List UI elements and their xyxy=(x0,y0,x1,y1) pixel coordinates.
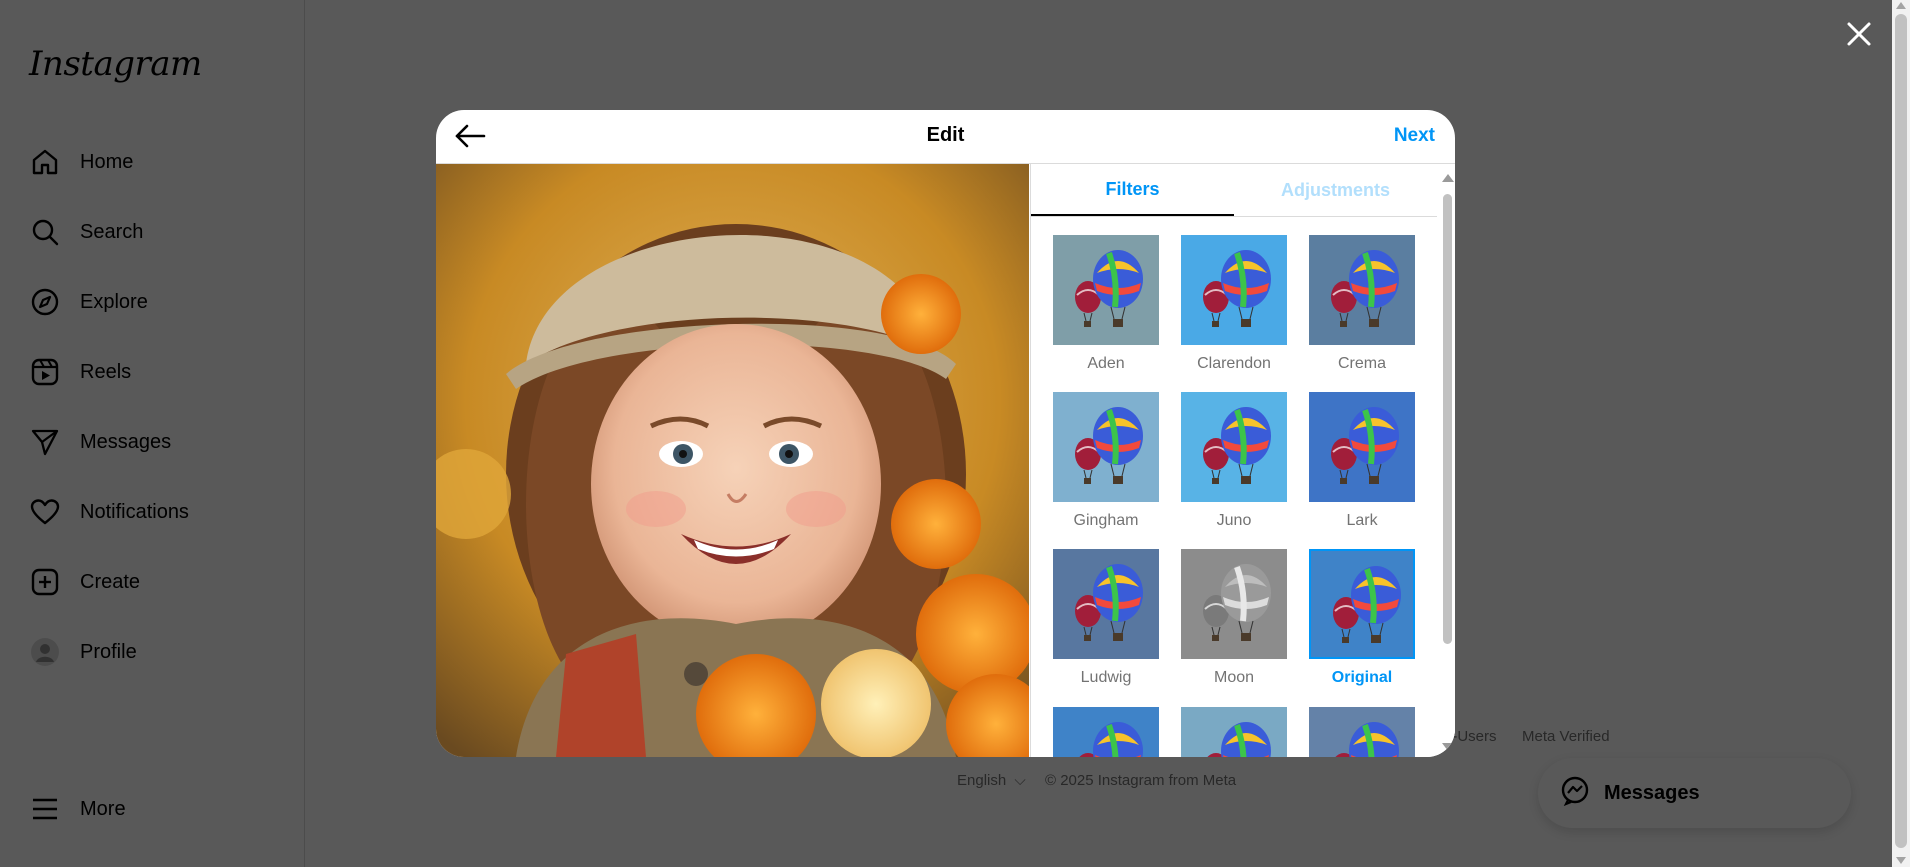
modal-title: Edit xyxy=(926,124,965,146)
edit-tabs: Filters Adjustments xyxy=(1031,164,1437,217)
filter-label: Ludwig xyxy=(1080,669,1132,686)
messenger-icon xyxy=(1560,776,1590,811)
filter-label: Moon xyxy=(1213,669,1255,686)
scroll-up-arrow-icon[interactable] xyxy=(1442,174,1454,182)
scroll-down-arrow-icon[interactable] xyxy=(1442,743,1454,751)
filter-thumbnail xyxy=(1053,549,1159,659)
photo-preview xyxy=(436,164,1046,757)
filter-label: Crema xyxy=(1337,355,1386,372)
filter-thumbnail xyxy=(1309,235,1415,345)
filter-thumbnail xyxy=(1309,549,1415,659)
filter-option-ludwig[interactable]: Ludwig xyxy=(1053,549,1159,687)
page-scrollbar[interactable] xyxy=(1892,0,1910,867)
scrollbar-thumb[interactable] xyxy=(1443,194,1452,644)
filter-option-lark[interactable]: Lark xyxy=(1309,392,1415,530)
filter-label: Gingham xyxy=(1073,512,1139,529)
filter-thumbnail xyxy=(1053,707,1159,757)
filter-thumbnail xyxy=(1181,392,1287,502)
filter-option-moon[interactable]: Moon xyxy=(1181,549,1287,687)
edit-side-panel: Filters Adjustments Aden Clarendon Crema Gi… xyxy=(1030,164,1455,757)
edit-modal: Edit Next xyxy=(436,110,1455,757)
filter-option-more-10[interactable] xyxy=(1181,707,1287,757)
messages-pill-label: Messages xyxy=(1604,781,1700,804)
messages-pill[interactable]: Messages xyxy=(1538,758,1851,828)
scroll-up-arrow-icon[interactable] xyxy=(1896,2,1906,9)
filter-option-crema[interactable]: Crema xyxy=(1309,235,1415,373)
filter-thumbnail xyxy=(1181,707,1287,757)
tab-filters[interactable]: Filters xyxy=(1031,164,1234,216)
scroll-down-arrow-icon[interactable] xyxy=(1896,857,1906,864)
modal-header: Edit Next xyxy=(436,110,1455,164)
filter-label: Original xyxy=(1331,669,1393,686)
close-icon[interactable] xyxy=(1843,18,1875,50)
filter-option-clarendon[interactable]: Clarendon xyxy=(1181,235,1287,373)
filter-thumbnail xyxy=(1309,392,1415,502)
scrollbar-thumb[interactable] xyxy=(1895,14,1907,848)
tab-adjustments[interactable]: Adjustments xyxy=(1280,179,1390,200)
filter-thumbnail xyxy=(1181,235,1287,345)
filter-thumbnail xyxy=(1181,549,1287,659)
filter-thumbnail xyxy=(1053,235,1159,345)
filter-label: Aden xyxy=(1087,355,1125,372)
next-button[interactable]: Next xyxy=(1393,125,1435,146)
filter-label: Juno xyxy=(1216,512,1252,529)
filter-option-more-9[interactable] xyxy=(1053,707,1159,757)
filter-label: Lark xyxy=(1346,512,1378,529)
filter-option-more-11[interactable] xyxy=(1309,707,1415,757)
filter-option-aden[interactable]: Aden xyxy=(1053,235,1159,373)
filter-option-original[interactable]: Original xyxy=(1309,549,1415,687)
filter-label: Clarendon xyxy=(1197,355,1271,372)
panel-scrollbar[interactable] xyxy=(1438,164,1455,757)
filter-option-juno[interactable]: Juno xyxy=(1181,392,1287,530)
filter-option-gingham[interactable]: Gingham xyxy=(1053,392,1159,530)
back-arrow-icon[interactable] xyxy=(454,122,486,150)
filter-thumbnail xyxy=(1053,392,1159,502)
filter-thumbnail xyxy=(1309,707,1415,757)
